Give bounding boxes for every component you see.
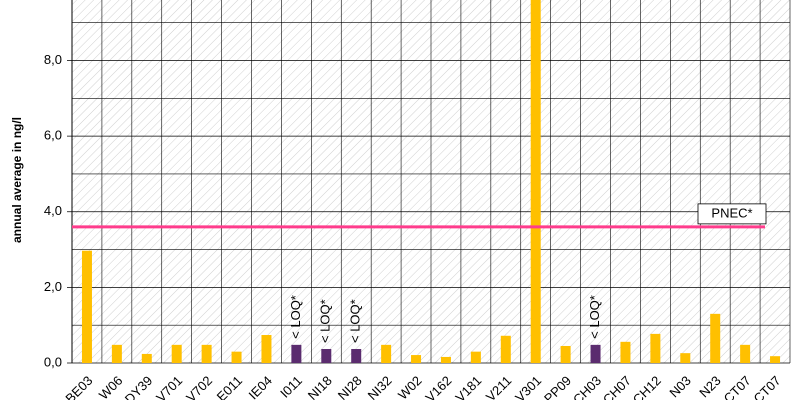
bar [411, 355, 422, 363]
bar [680, 353, 691, 363]
bar [381, 344, 392, 363]
bar [231, 351, 242, 363]
annotation: < LOQ* [348, 299, 363, 343]
x-tick-label: CH12 [630, 373, 664, 400]
x-tick-label: DY39 [122, 373, 156, 400]
x-tick-label: V181 [452, 373, 484, 400]
bar [321, 349, 332, 363]
annotation: < LOQ* [288, 295, 303, 339]
x-tick-label: IE04 [245, 373, 275, 400]
bar [141, 353, 152, 363]
x-tick-label: V701 [153, 373, 185, 400]
reference-label: PNEC* [711, 205, 752, 220]
x-tick-label: NI32 [365, 373, 395, 400]
x-tick-label: BE03 [62, 373, 95, 400]
bar [620, 341, 631, 363]
bars [81, 0, 781, 363]
x-tick-label: W02 [395, 373, 425, 400]
bar [740, 344, 751, 363]
annotation: < LOQ* [587, 295, 602, 339]
bar [710, 313, 721, 363]
x-tick-label: N03 [666, 373, 693, 400]
x-tick-label: CH03 [570, 373, 604, 400]
x-tick-label: V702 [183, 373, 215, 400]
bar [81, 250, 92, 363]
bar [500, 335, 511, 363]
x-tick-label: V211 [483, 373, 514, 400]
annotation: < LOQ* [318, 299, 333, 343]
y-tick-label: 2,0 [44, 279, 62, 294]
bar [171, 344, 182, 363]
bar [590, 344, 601, 363]
bar [111, 344, 122, 363]
bar [530, 0, 541, 363]
x-tick-label: CT07 [751, 373, 784, 400]
x-tick-label: N23 [696, 373, 723, 400]
x-tick-label: CT07 [721, 373, 754, 400]
x-tick-label: NI28 [335, 373, 365, 400]
bar [440, 356, 451, 363]
x-tick-label: E011 [214, 373, 245, 400]
x-tick-label: V301 [512, 373, 544, 400]
bar [201, 344, 212, 363]
y-tick-label: 4,0 [44, 203, 62, 218]
reference-label-box [697, 203, 767, 225]
bar [650, 333, 661, 363]
x-tick-label: CH07 [600, 373, 634, 400]
y-tick-label: 8,0 [44, 52, 62, 67]
bar [770, 356, 781, 363]
bar [560, 345, 571, 363]
bar [261, 335, 272, 363]
bar [291, 344, 302, 363]
y-tick-label: 0,0 [44, 354, 62, 369]
x-tick-label: I011 [277, 373, 305, 400]
bar [470, 351, 481, 363]
y-tick-label: 6,0 [44, 128, 62, 143]
y-axis-label: annual average in ng/l [10, 117, 24, 243]
x-tick-label: NI18 [305, 373, 335, 400]
bar [351, 349, 362, 363]
x-tick-label: V162 [422, 373, 454, 400]
